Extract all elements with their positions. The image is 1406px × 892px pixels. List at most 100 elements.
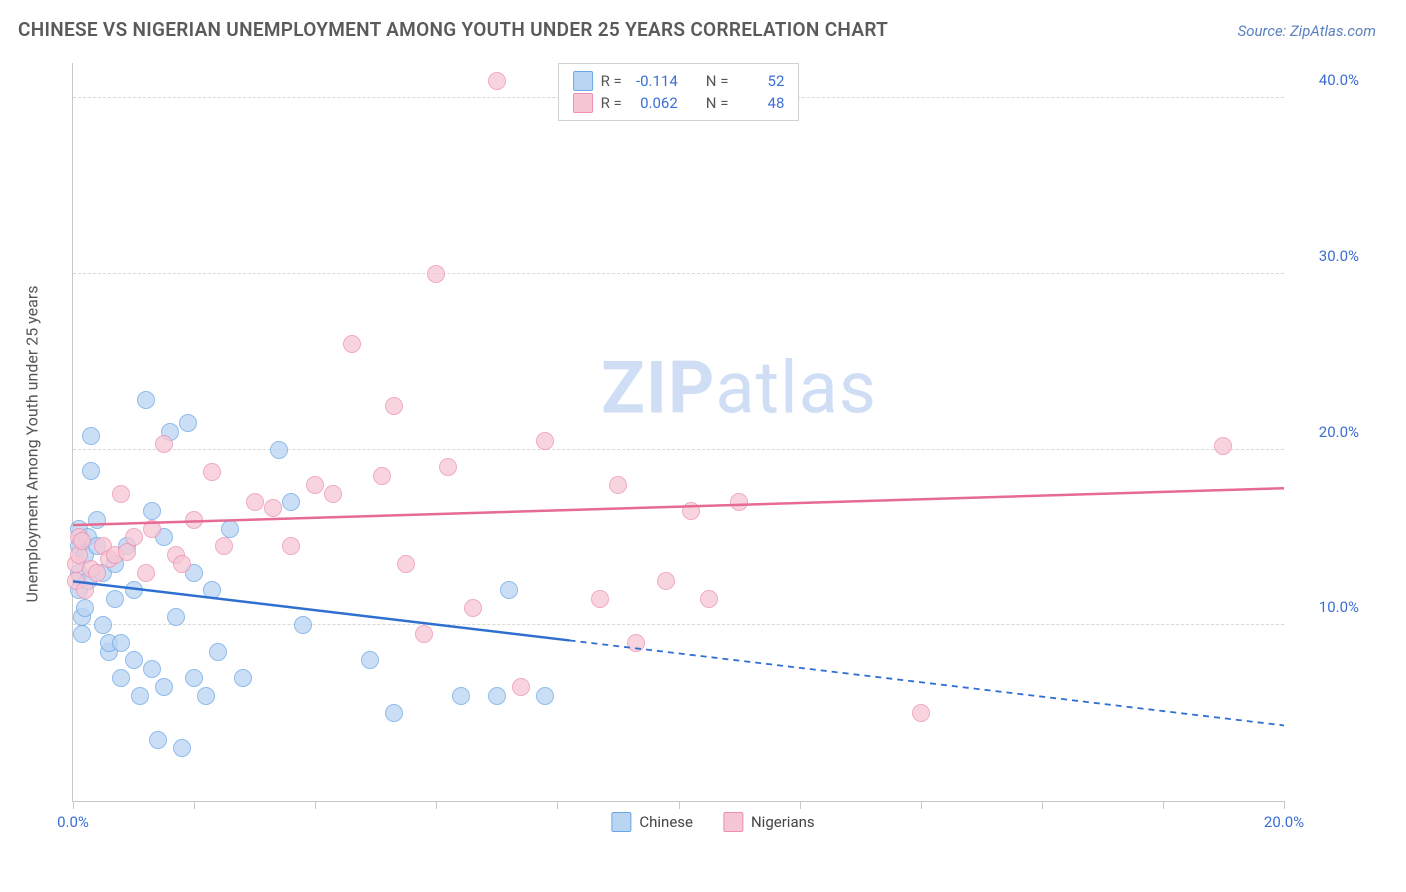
data-point [234,669,252,687]
data-point [246,493,264,511]
data-point [373,467,391,485]
data-point [88,511,106,529]
data-point [397,555,415,573]
trend-lines [73,63,1284,801]
data-point [82,462,100,480]
data-point [76,599,94,617]
data-point [179,414,197,432]
source-credit: Source: ZipAtlas.com [1238,22,1376,40]
data-point [488,72,506,90]
data-point [700,590,718,608]
data-point [73,625,91,643]
legend-swatch [573,93,593,113]
data-point [88,564,106,582]
plot-area: ZIPatlas R = -0.114N = 52R = 0.062N = 48… [72,63,1284,802]
data-point [306,476,324,494]
data-point [137,564,155,582]
data-point [112,485,130,503]
legend-series: Chinese Nigerians [611,812,814,832]
data-point [730,493,748,511]
x-tick [194,801,195,809]
data-point [627,634,645,652]
data-point [282,493,300,511]
y-tick-label: 30.0% [1299,247,1359,265]
data-point [536,432,554,450]
legend-swatch [573,71,593,91]
y-tick-label: 20.0% [1299,423,1359,441]
data-point [125,528,143,546]
y-tick-label: 10.0% [1299,598,1359,616]
y-tick-label: 40.0% [1299,71,1359,89]
x-tick [1284,801,1285,809]
data-point [215,537,233,555]
x-tick [1042,801,1043,809]
data-point [609,476,627,494]
legend-swatch [611,812,631,832]
data-point [385,704,403,722]
x-tick [679,801,680,809]
x-tick-label: 20.0% [1264,813,1304,831]
x-tick [1163,801,1164,809]
data-point [512,678,530,696]
legend-stats: R = -0.114N = 52R = 0.062N = 48 [558,63,800,121]
data-point [185,669,203,687]
chart-container: Unemployment Among Youth under 25 years … [50,55,1376,832]
data-point [221,520,239,538]
data-point [173,739,191,757]
data-point [143,660,161,678]
chart-title: CHINESE VS NIGERIAN UNEMPLOYMENT AMONG Y… [18,18,888,41]
data-point [143,502,161,520]
data-point [385,397,403,415]
data-point [264,499,282,517]
data-point [197,687,215,705]
data-point [125,581,143,599]
legend-stat-row: R = 0.062N = 48 [573,92,785,114]
data-point [185,511,203,529]
data-point [209,643,227,661]
y-axis-title: Unemployment Among Youth under 25 years [23,285,42,602]
data-point [106,590,124,608]
data-point [82,427,100,445]
x-tick [315,801,316,809]
x-tick [800,801,801,809]
data-point [112,634,130,652]
data-point [427,265,445,283]
legend-swatch [723,812,743,832]
x-tick [436,801,437,809]
data-point [94,616,112,634]
data-point [324,485,342,503]
gridline [73,624,1284,625]
data-point [488,687,506,705]
data-point [464,599,482,617]
data-point [591,590,609,608]
data-point [1214,437,1232,455]
data-point [282,537,300,555]
data-point [536,687,554,705]
legend-item: Chinese [611,812,693,832]
data-point [415,625,433,643]
data-point [452,687,470,705]
data-point [155,435,173,453]
x-tick [73,801,74,809]
gridline [73,449,1284,450]
legend-item: Nigerians [723,812,815,832]
data-point [73,532,91,550]
data-point [294,616,312,634]
data-point [270,441,288,459]
data-point [439,458,457,476]
data-point [112,669,130,687]
data-point [500,581,518,599]
data-point [125,651,143,669]
data-point [361,651,379,669]
data-point [173,555,191,573]
data-point [203,581,221,599]
data-point [149,731,167,749]
data-point [167,608,185,626]
data-point [657,572,675,590]
data-point [131,687,149,705]
data-point [682,502,700,520]
data-point [203,463,221,481]
data-point [143,520,161,538]
data-point [155,678,173,696]
x-tick [557,801,558,809]
